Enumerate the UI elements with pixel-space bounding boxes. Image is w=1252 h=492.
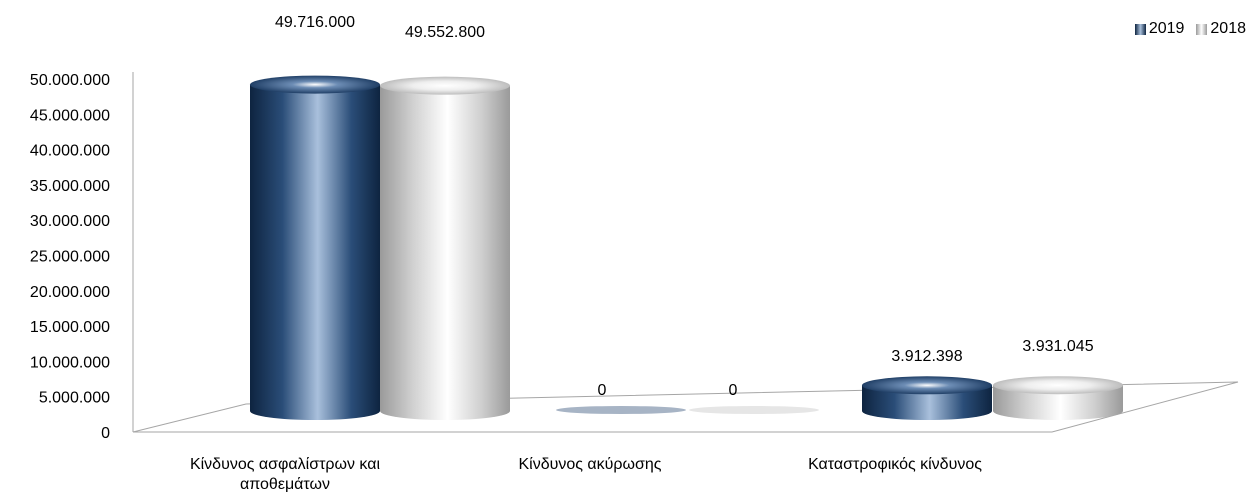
bar-top <box>862 376 992 395</box>
y-tick-label: 20.000.000 <box>30 284 110 301</box>
legend-item-2018: 2018 <box>1196 20 1246 38</box>
data-label: 3.912.398 <box>891 348 962 365</box>
legend-label-2018: 2018 <box>1210 20 1246 37</box>
data-label: 49.552.800 <box>405 24 485 41</box>
bar-2018-0 <box>380 76 510 420</box>
bar-flat <box>689 406 819 414</box>
y-tick-label: 45.000.000 <box>30 107 110 124</box>
bar-top <box>250 75 380 94</box>
y-axis-ticks: 0 5.000.000 10.000.000 15.000.000 20.000.000… <box>30 72 110 442</box>
data-label: 0 <box>729 382 738 399</box>
y-tick-label: 0 <box>101 425 110 442</box>
y-tick-label: 50.000.000 <box>30 72 110 89</box>
bar-2019-0 <box>250 75 380 421</box>
bars: 49.716.000 0 3.912.398 49.552.800 0 3.931.045 <box>250 14 1123 421</box>
y-tick-label: 25.000.000 <box>30 249 110 266</box>
x-tick-label: Καταστροφικός κίνδυνος <box>808 456 982 473</box>
data-label: 3.931.045 <box>1022 338 1093 355</box>
bar-top <box>993 376 1123 395</box>
bar-flat <box>556 406 686 414</box>
y-tick-label: 30.000.000 <box>30 213 110 230</box>
legend: 2019 2018 <box>1134 20 1246 38</box>
y-tick-label: 5.000.000 <box>39 390 110 407</box>
bar-2019-2 <box>862 376 992 420</box>
bar-2019-1 <box>556 406 686 414</box>
bar-body <box>993 385 1123 420</box>
y-tick-label: 15.000.000 <box>30 319 110 336</box>
bar-top <box>380 76 510 95</box>
y-tick-label: 10.000.000 <box>30 354 110 371</box>
legend-swatch-2018 <box>1196 23 1208 35</box>
bar-body <box>862 385 992 420</box>
bar-2018-2 <box>993 376 1123 420</box>
legend-label-2019: 2019 <box>1148 20 1185 37</box>
y-tick-label: 40.000.000 <box>30 143 110 160</box>
x-tick-label: αποθεμάτων <box>240 476 330 492</box>
legend-item-2019: 2019 <box>1134 20 1185 38</box>
bar-body <box>380 85 510 420</box>
legend-swatch-2019 <box>1134 23 1146 35</box>
x-axis-labels: Κίνδυνος ασφαλίστρων και αποθεμάτων Κίνδυν… <box>190 456 982 492</box>
x-tick-label: Κίνδυνος ασφαλίστρων και <box>190 456 381 473</box>
y-tick-label: 35.000.000 <box>30 178 110 195</box>
x-tick-label: Κίνδυνος ακύρωσης <box>518 456 661 473</box>
data-label: 0 <box>598 382 607 399</box>
bar-2018-1 <box>689 406 819 414</box>
data-label: 49.716.000 <box>275 14 355 31</box>
bar-body <box>250 84 380 421</box>
